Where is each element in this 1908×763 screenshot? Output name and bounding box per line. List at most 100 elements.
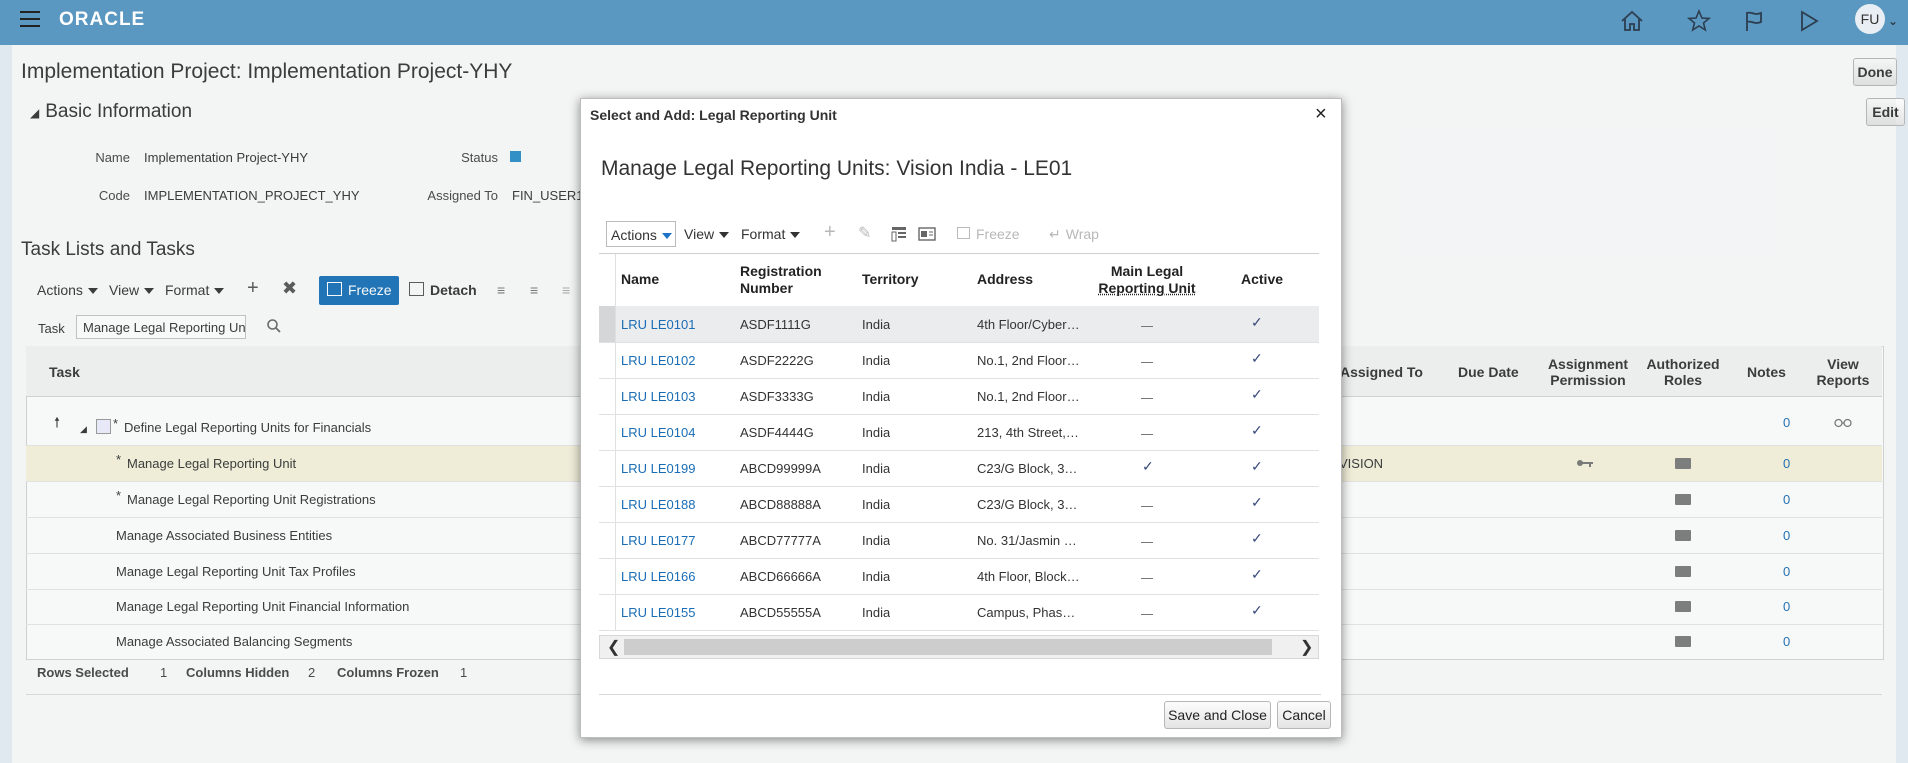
authorized-roles-icon[interactable]: [1675, 530, 1691, 541]
row-selector[interactable]: [599, 522, 616, 558]
table-row[interactable]: LRU LE0166 ABCD66666A India 4th Floor, Bloc…: [599, 558, 1319, 595]
row-selector[interactable]: [599, 594, 616, 630]
table-row[interactable]: LRU LE0155 ABCD55555A India Campus, Phas… ✓: [599, 594, 1319, 631]
row-selector[interactable]: [599, 306, 616, 342]
task-name[interactable]: Manage Legal Reporting Unit: [127, 456, 297, 471]
task-name[interactable]: Define Legal Reporting Units for Financi…: [124, 420, 372, 435]
notes-count[interactable]: 0: [1783, 415, 1791, 430]
table-row[interactable]: LRU LE0199 ABCD99999A India C23/G Block, 3……: [599, 450, 1319, 487]
task-name[interactable]: Manage Legal Reporting Unit Financial In…: [116, 599, 410, 614]
actions-menu[interactable]: Actions: [37, 282, 98, 298]
view-reports-icon[interactable]: [1834, 418, 1852, 428]
basic-information-header[interactable]: ◢ Basic Information: [30, 101, 192, 123]
main-legal-reporting-unit-column-header[interactable]: Main Legal Reporting Unit: [1098, 263, 1196, 296]
cancel-button[interactable]: Cancel: [1277, 701, 1331, 729]
scrollbar-thumb[interactable]: [624, 639, 1272, 655]
dialog-wrap-button[interactable]: ↵ Wrap: [1049, 226, 1099, 242]
column-layout-icon[interactable]: [891, 226, 907, 242]
task-name[interactable]: Manage Associated Balancing Segments: [116, 634, 353, 649]
scroll-left-icon[interactable]: ❮: [607, 639, 621, 656]
scroll-right-icon[interactable]: ❯: [1300, 639, 1314, 656]
table-row[interactable]: LRU LE0177 ABCD77777A India No. 31/Jasmin ……: [599, 522, 1319, 559]
save-and-close-button[interactable]: Save and Close: [1164, 701, 1271, 729]
registration-number-column-header[interactable]: Registration Number: [740, 263, 822, 296]
lru-name-link[interactable]: LRU LE0155: [621, 605, 696, 620]
lru-name-link[interactable]: LRU LE0177: [621, 533, 696, 548]
edit-button[interactable]: Edit: [1866, 98, 1905, 126]
freeze-button[interactable]: Freeze: [319, 276, 399, 305]
task-search-input[interactable]: Manage Legal Reporting Un: [76, 315, 246, 339]
key-icon[interactable]: [1576, 458, 1594, 468]
flag-icon[interactable]: [1741, 8, 1767, 34]
lru-name-link[interactable]: LRU LE0103: [621, 389, 696, 404]
favorites-star-icon[interactable]: [1686, 8, 1712, 34]
add-icon[interactable]: +: [247, 277, 259, 299]
row-selector[interactable]: [599, 558, 616, 594]
table-row[interactable]: LRU LE0104 ASDF4444G India 213, 4th Street,…: [599, 414, 1319, 451]
search-icon[interactable]: [266, 318, 282, 334]
task-name[interactable]: Manage Legal Reporting Unit Tax Profiles: [116, 564, 356, 579]
lru-name-link[interactable]: LRU LE0104: [621, 425, 696, 440]
authorized-roles-icon[interactable]: [1675, 636, 1691, 647]
table-row[interactable]: LRU LE0102 ASDF2222G India No.1, 2nd Floor……: [599, 342, 1319, 379]
address-column-header[interactable]: Address: [977, 271, 1034, 287]
add-icon[interactable]: +: [824, 221, 836, 243]
user-avatar[interactable]: FU: [1855, 4, 1885, 34]
expand-triangle-icon[interactable]: ◢: [80, 424, 87, 434]
authorized-roles-icon[interactable]: [1675, 494, 1691, 505]
notes-count[interactable]: 0: [1783, 599, 1791, 614]
lru-name-link[interactable]: LRU LE0188: [621, 497, 696, 512]
table-row[interactable]: Manage Associated Balancing Segments: [26, 624, 1882, 659]
watchlist-icon[interactable]: [1796, 8, 1822, 34]
name-column-header[interactable]: Name: [621, 271, 660, 287]
edit-pencil-icon[interactable]: ✎: [858, 225, 872, 242]
notes-count[interactable]: 0: [1783, 528, 1791, 543]
menu-icon[interactable]: [20, 11, 40, 27]
active-column-header[interactable]: Active: [1241, 271, 1284, 287]
task-name[interactable]: Manage Legal Reporting Unit Registration…: [127, 492, 376, 507]
detach-button[interactable]: Detach: [409, 282, 477, 298]
home-icon[interactable]: [1619, 8, 1645, 34]
table-row[interactable]: LRU LE0188 ABCD88888A India C23/G Block, 3……: [599, 486, 1319, 523]
table-row[interactable]: LRU LE0103 ASDF3333G India No.1, 2nd Floor……: [599, 378, 1319, 415]
dialog-view-menu[interactable]: View: [684, 226, 730, 242]
view-reports-column-header[interactable]: View Reports: [1816, 356, 1870, 388]
format-menu[interactable]: Format: [165, 282, 225, 298]
notes-count[interactable]: 0: [1783, 456, 1791, 471]
authorized-roles-icon[interactable]: [1675, 601, 1691, 612]
notes-count[interactable]: 0: [1783, 564, 1791, 579]
row-selector[interactable]: [599, 414, 616, 450]
indent-icon[interactable]: ≡: [497, 282, 506, 298]
outdent-icon[interactable]: ≡: [530, 282, 539, 298]
table-row[interactable]: LRU LE0101 ASDF1111G India 4th Floor/Cyber……: [599, 306, 1319, 343]
authorized-roles-icon[interactable]: [1675, 566, 1691, 577]
lru-name-link[interactable]: LRU LE0166: [621, 569, 696, 584]
notes-column-header[interactable]: Notes: [1747, 364, 1786, 380]
task-column-header[interactable]: Task: [49, 364, 80, 380]
row-selector[interactable]: [599, 450, 616, 486]
done-button[interactable]: Done: [1853, 58, 1897, 86]
task-name[interactable]: Manage Associated Business Entities: [116, 528, 333, 543]
due-date-column-header[interactable]: Due Date: [1458, 364, 1519, 380]
row-selector[interactable]: [599, 378, 616, 414]
row-selector[interactable]: [599, 486, 616, 522]
detach-table-icon[interactable]: [918, 226, 936, 242]
assignment-permission-column-header[interactable]: Assignment Permission: [1547, 356, 1629, 388]
delete-icon[interactable]: ✖: [282, 278, 298, 298]
up-arrow-icon[interactable]: 🠕: [54, 414, 61, 430]
chevron-down-icon[interactable]: ⌄: [1888, 14, 1899, 28]
notes-count[interactable]: 0: [1783, 492, 1791, 507]
view-menu[interactable]: View: [109, 282, 155, 298]
authorized-roles-icon[interactable]: [1675, 458, 1691, 469]
territory-column-header[interactable]: Territory: [862, 271, 919, 287]
row-selector[interactable]: [599, 342, 616, 378]
lru-name-link[interactable]: LRU LE0102: [621, 353, 696, 368]
authorized-roles-column-header[interactable]: Authorized Roles: [1646, 356, 1720, 388]
assigned-to-column-header[interactable]: Assigned To: [1340, 364, 1423, 380]
horizontal-scrollbar[interactable]: ❮ ❯: [599, 635, 1319, 659]
dialog-format-menu[interactable]: Format: [741, 226, 801, 242]
close-icon[interactable]: ×: [1315, 103, 1327, 125]
dialog-freeze-button[interactable]: Freeze: [957, 226, 1020, 242]
move-icon[interactable]: ≡: [562, 282, 571, 298]
notes-count[interactable]: 0: [1783, 634, 1791, 649]
